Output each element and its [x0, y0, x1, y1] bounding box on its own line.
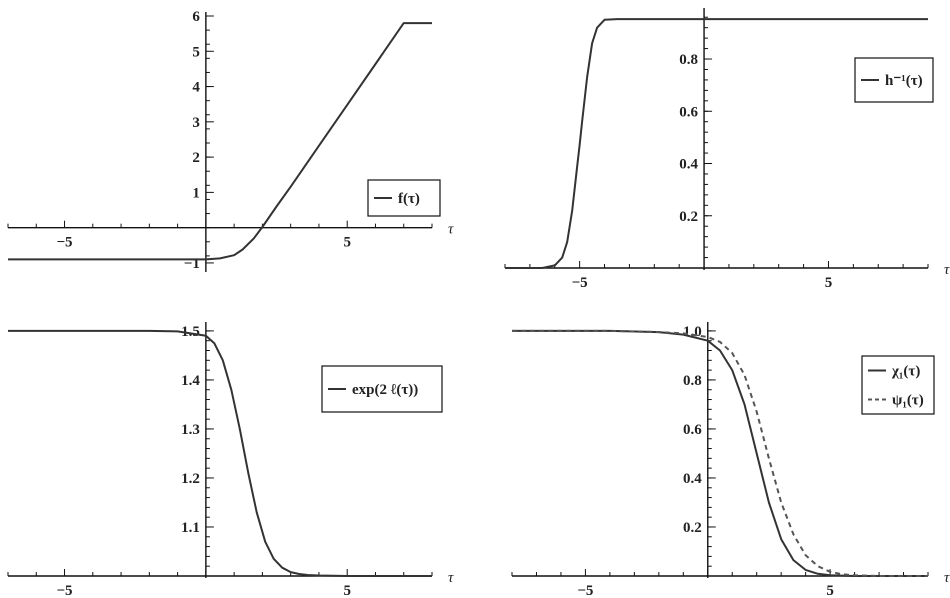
x-tick-label: −5 [572, 275, 588, 291]
legend-entry: h⁻¹(τ) [885, 73, 923, 89]
legend-entry: exp(2 ℓ(τ)) [352, 382, 418, 398]
legend: h⁻¹(τ) [854, 57, 934, 103]
legend-entry: f(τ) [398, 191, 420, 207]
panel-exp-2-ell-tau: −5 5 τ 1.1 1.2 1.3 1.4 1.5 exp(2 ℓ(τ)) [7, 322, 454, 598]
y-tick-label: 1.3 [181, 422, 200, 438]
y-tick-label: 0.2 [683, 520, 702, 536]
x-tick-label: 5 [343, 583, 351, 598]
y-tick-label: 0.2 [679, 209, 698, 225]
y-tick-label: 6 [192, 9, 200, 25]
series-line-0 [8, 22, 432, 261]
y-tick-label: 0.8 [683, 373, 702, 389]
x-axis-label: τ [448, 222, 454, 238]
x-tick-label: 5 [826, 583, 834, 598]
legend-entry: ψ₁(τ) [892, 393, 924, 409]
x-tick-label: −5 [57, 583, 73, 598]
x-axis-label: τ [448, 570, 454, 586]
y-tick-label: 1.2 [181, 471, 200, 487]
x-axis-label: τ [944, 262, 950, 278]
series-line-0 [8, 329, 432, 577]
y-tick-label: 1 [192, 185, 200, 201]
y-tick-label: 4 [192, 80, 200, 96]
y-tick-label: 2 [192, 150, 200, 166]
legend: χ₁(τ) ψ₁(τ) [861, 355, 935, 415]
y-tick-label: 1.4 [181, 373, 200, 389]
panel-f-tau: −5 5 τ −1 1 2 3 4 5 6 f(τ) [7, 9, 454, 272]
legend: exp(2 ℓ(τ)) [321, 365, 443, 413]
y-tick-label: 0.8 [679, 52, 698, 68]
y-tick-label: 1.1 [181, 520, 200, 536]
series-line-1 [512, 329, 928, 577]
x-tick-label: 5 [825, 275, 833, 291]
y-tick-label: 3 [192, 115, 200, 131]
series-line-0 [505, 18, 928, 269]
panel-h-inverse-tau: −5 5 τ 0.2 0.4 0.6 0.8 h⁻¹(τ) [504, 8, 950, 291]
x-tick-label: 5 [343, 235, 351, 251]
legend-box [861, 355, 935, 415]
y-tick-label: −1 [184, 256, 200, 272]
panel-chi1-psi1-tau: −5 5τ0.20.40.60.81.0χ₁(τ)ψ₁(τ) [511, 322, 950, 598]
x-tick-label: −5 [577, 583, 593, 598]
y-tick-label: 0.6 [679, 104, 698, 120]
y-tick-label: 0.4 [679, 157, 698, 173]
y-tick-label: 0.6 [683, 422, 702, 438]
legend-entry: χ₁(τ) [891, 364, 920, 380]
legend: f(τ) [367, 179, 441, 217]
y-tick-label: 1.5 [181, 324, 200, 340]
y-tick-label: 5 [192, 44, 200, 60]
x-axis-label: τ [944, 570, 950, 586]
x-tick-label: −5 [57, 235, 73, 251]
y-tick-label: 0.4 [683, 471, 702, 487]
